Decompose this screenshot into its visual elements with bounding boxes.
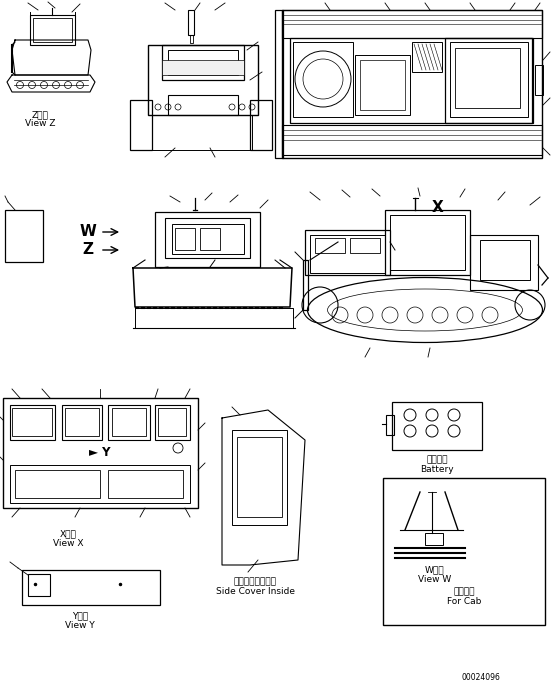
Text: Z: Z [83, 242, 94, 257]
Bar [392, 402, 482, 450]
Text: 00024096: 00024096 [461, 674, 500, 683]
Bar [3, 398, 198, 508]
Bar [5, 210, 43, 262]
Bar [190, 35, 193, 43]
Bar [135, 308, 293, 328]
Bar [360, 60, 405, 110]
Text: Side Cover Inside: Side Cover Inside [215, 587, 294, 595]
Bar [108, 470, 183, 498]
Bar [455, 48, 520, 108]
Bar [28, 574, 50, 596]
Bar [65, 408, 99, 436]
Text: View X: View X [53, 539, 83, 547]
Bar [155, 405, 190, 440]
Bar [112, 408, 146, 436]
Bar [152, 115, 252, 150]
Bar [172, 224, 244, 254]
Text: Z　視: Z 視 [31, 110, 48, 119]
Bar [282, 10, 542, 38]
Bar [390, 215, 465, 270]
Bar [535, 65, 543, 95]
Bar [158, 408, 186, 436]
Bar [350, 238, 380, 253]
Bar [12, 408, 52, 436]
Bar [425, 533, 443, 545]
Bar [188, 10, 194, 35]
Bar [10, 405, 55, 440]
Text: W: W [79, 224, 96, 239]
Bar [30, 15, 75, 45]
Text: ► Y: ► Y [89, 447, 111, 460]
Bar [450, 42, 528, 117]
Bar [385, 210, 470, 275]
Bar [303, 260, 308, 310]
Bar [445, 38, 533, 123]
Bar [200, 228, 220, 250]
Bar [412, 42, 442, 72]
Bar [310, 235, 385, 273]
Bar [395, 490, 533, 585]
Bar [275, 10, 283, 158]
Text: View Z: View Z [25, 119, 55, 128]
Bar [168, 50, 238, 75]
Bar [290, 38, 532, 123]
Bar [480, 240, 530, 280]
Bar [162, 60, 244, 75]
Text: Battery: Battery [420, 464, 454, 473]
Bar [168, 95, 238, 115]
Bar [383, 478, 545, 625]
Text: Y　視: Y 視 [72, 611, 88, 621]
Text: View W: View W [418, 574, 452, 584]
Bar [305, 230, 390, 275]
Bar [386, 415, 394, 435]
Text: X　視: X 視 [60, 530, 77, 539]
Bar [33, 18, 72, 42]
Bar [148, 45, 258, 115]
Bar [155, 212, 260, 267]
Text: View Y: View Y [65, 621, 95, 630]
Bar [232, 430, 287, 525]
Bar [10, 465, 190, 503]
Bar [282, 10, 542, 158]
Text: サイドカバー内側: サイドカバー内側 [234, 578, 277, 587]
Bar [282, 125, 542, 155]
Bar [470, 235, 538, 290]
Bar [293, 42, 353, 117]
Text: For Cab: For Cab [447, 597, 481, 606]
Bar [237, 437, 282, 517]
Bar [165, 218, 250, 258]
Text: バッテリ: バッテリ [426, 456, 448, 464]
Bar [175, 228, 195, 250]
Bar [108, 405, 150, 440]
Text: X: X [432, 200, 444, 215]
Text: キャブ用: キャブ用 [453, 587, 475, 597]
Bar [162, 45, 244, 80]
Polygon shape [222, 410, 305, 565]
Bar [315, 238, 345, 253]
Bar [355, 55, 410, 115]
Bar [15, 470, 100, 498]
Text: W　視: W 視 [425, 565, 445, 574]
Bar [250, 100, 272, 150]
Bar [62, 405, 102, 440]
Bar [22, 570, 160, 605]
Bar [130, 100, 152, 150]
